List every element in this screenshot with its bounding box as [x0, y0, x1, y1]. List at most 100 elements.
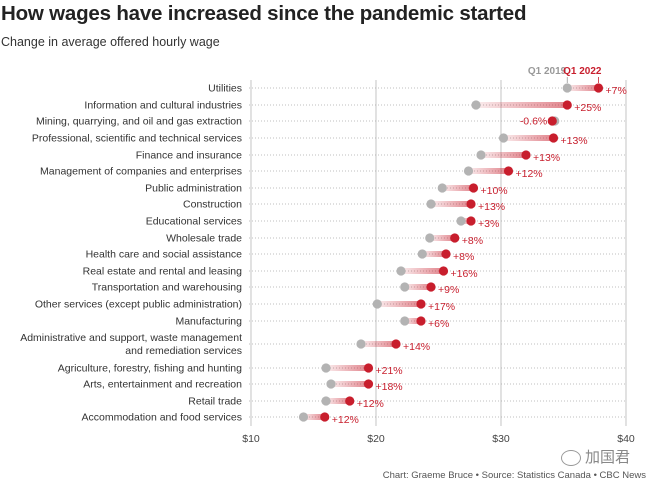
point-q1-2022	[593, 83, 604, 93]
point-q1-2019	[562, 83, 572, 93]
change-bar	[377, 301, 421, 307]
point-q1-2022	[503, 166, 514, 176]
point-q1-2022	[345, 396, 355, 406]
category-label: Utilities	[208, 83, 242, 95]
point-q1-2019	[400, 282, 410, 292]
point-q1-2019	[426, 199, 436, 209]
change-bar	[401, 268, 444, 274]
category-label: Public administration	[145, 183, 242, 195]
point-q1-2019	[298, 412, 309, 422]
category-label: Administrative and support, waste manage…	[20, 332, 242, 344]
point-q1-2019	[356, 339, 366, 349]
point-q1-2022	[450, 233, 460, 243]
change-bar	[331, 381, 369, 387]
category-label: Professional, scientific and technical s…	[32, 133, 242, 145]
change-label: +12%	[357, 398, 384, 410]
change-label: +3%	[478, 218, 499, 230]
change-bar	[429, 235, 455, 241]
change-label: +10%	[481, 185, 508, 197]
category-label: Educational services	[146, 216, 242, 228]
point-q1-2022	[466, 216, 476, 226]
change-label: +14%	[403, 341, 430, 353]
change-bar	[361, 341, 396, 347]
point-q1-2022	[426, 282, 436, 292]
point-q1-2022	[521, 150, 531, 160]
point-q1-2019	[456, 216, 466, 226]
change-bar	[303, 414, 325, 420]
change-label: +13%	[533, 152, 560, 164]
point-q1-2022	[466, 199, 476, 209]
point-q1-2019	[326, 379, 336, 389]
change-bar	[431, 201, 471, 207]
x-tick-label: $10	[242, 433, 260, 445]
point-q1-2019	[425, 233, 435, 243]
point-q1-2019	[396, 266, 406, 276]
category-label: Retail trade	[188, 396, 242, 408]
point-q1-2019	[372, 299, 382, 309]
change-bar	[404, 318, 421, 324]
change-label: +25%	[574, 102, 601, 114]
change-label: +8%	[462, 235, 483, 247]
point-q1-2019	[321, 396, 331, 406]
point-q1-2019	[463, 166, 474, 176]
x-tick-label: $20	[367, 433, 385, 445]
point-q1-2019	[498, 133, 509, 143]
point-q1-2022	[438, 266, 449, 276]
change-bar	[326, 365, 369, 371]
category-label: Other services (except public administra…	[35, 299, 242, 311]
point-q1-2019	[476, 150, 486, 160]
change-bar	[567, 85, 599, 91]
change-label: +6%	[428, 318, 449, 330]
change-label: +21%	[376, 365, 403, 377]
change-bar	[422, 251, 446, 257]
point-q1-2019	[437, 183, 447, 193]
change-label: +18%	[376, 381, 403, 393]
legend-q1-2019: Q1 2019	[528, 66, 567, 77]
point-q1-2022	[468, 183, 479, 193]
point-q1-2022	[363, 379, 374, 389]
point-q1-2022	[547, 116, 557, 126]
category-label: Management of companies and enterprises	[40, 166, 242, 178]
point-q1-2022	[416, 299, 426, 309]
category-label: Finance and insurance	[136, 150, 242, 162]
category-label: Mining, quarrying, and oil and gas extra…	[36, 116, 242, 128]
change-bar	[476, 102, 568, 108]
change-label: +7%	[606, 85, 627, 97]
chart-subtitle: Change in average offered hourly wage	[1, 35, 220, 49]
x-tick-label: $40	[617, 433, 635, 445]
x-tick-label: $30	[492, 433, 510, 445]
point-q1-2019	[471, 100, 481, 110]
point-q1-2019	[321, 363, 331, 373]
legend-q1-2022: Q1 2022	[563, 66, 602, 77]
category-label: Information and cultural industries	[84, 100, 242, 112]
change-bar	[468, 168, 509, 174]
point-q1-2022	[320, 412, 330, 422]
category-label: Wholesale trade	[166, 233, 242, 245]
change-label: +8%	[453, 251, 474, 263]
change-bar	[503, 135, 554, 141]
change-bar	[461, 218, 471, 224]
category-label: and remediation services	[125, 345, 242, 357]
change-label: +9%	[438, 284, 459, 296]
change-bar	[481, 152, 526, 158]
change-bar	[442, 185, 474, 191]
category-label: Accommodation and food services	[82, 412, 243, 424]
change-label: -0.6%	[520, 116, 547, 128]
change-label: +13%	[478, 201, 505, 213]
point-q1-2022	[391, 339, 401, 349]
point-q1-2022	[416, 316, 426, 326]
category-label: Health care and social assistance	[86, 249, 243, 261]
watermark-text: 加国君	[585, 449, 631, 466]
point-q1-2022	[363, 363, 374, 373]
point-q1-2019	[417, 249, 427, 259]
watermark: 加国君	[561, 446, 630, 467]
category-label: Arts, entertainment and recreation	[83, 379, 242, 391]
point-q1-2019	[400, 316, 410, 326]
change-label: +13%	[561, 135, 588, 147]
point-q1-2022	[441, 249, 451, 259]
change-label: +16%	[451, 268, 478, 280]
category-label: Real estate and rental and leasing	[83, 266, 243, 278]
category-label: Agriculture, forestry, fishing and hunti…	[58, 363, 242, 375]
wechat-icon	[561, 450, 581, 467]
